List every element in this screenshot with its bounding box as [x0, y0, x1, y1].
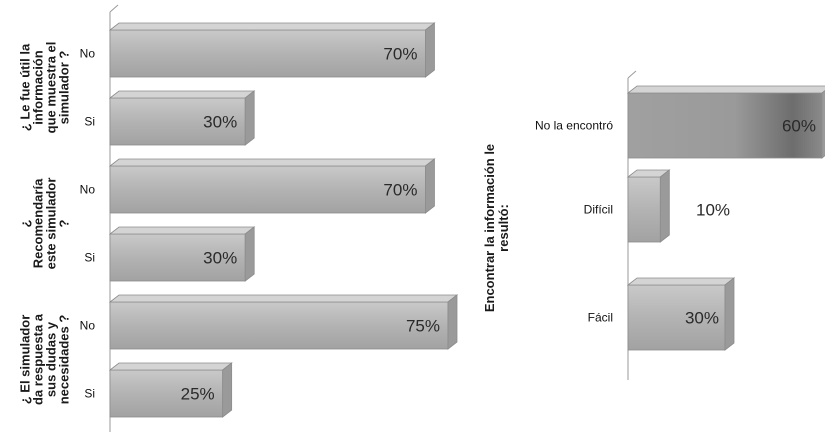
right-bar-2-category-label: Difícil [584, 203, 613, 217]
group-1-bar-no-top [108, 22, 436, 31]
group-3-bar-no-side [447, 294, 458, 350]
right-bar-2-value-label: 10% [696, 201, 730, 220]
right-bar-3-side [724, 277, 735, 351]
group-1-bar-si-category-label: Si [84, 115, 95, 129]
group-2-bar-no-value-label: 70% [383, 181, 417, 200]
group-1-question-line: que muestra el [44, 42, 59, 134]
group-2-bar-no-side [425, 158, 435, 214]
group-3-bar-si-front [109, 369, 224, 418]
group-2-bar-si-category-label: Si [84, 251, 95, 265]
group-2-bar-si-top [108, 226, 256, 235]
group-1-question-line: ¿ Le fue útil la [18, 43, 33, 131]
group-3-bar-si-category-label: Si [84, 387, 95, 401]
right-bar-3 [626, 277, 736, 351]
group-2-question-line: ? [57, 219, 72, 227]
right-bar-3-front [627, 284, 726, 351]
group-3-bar-no-value-label: 75% [406, 317, 440, 336]
right-bar-2-front [627, 176, 661, 243]
right-chart-title-line: Encontrar la información le [482, 144, 497, 312]
group-3-question-line: ¿ El simulador [18, 315, 33, 405]
group-2-bar-no [108, 158, 436, 214]
right-bar-3-category-label: Fácil [588, 311, 613, 325]
right-bar-2-side [659, 169, 670, 243]
right-bar-1-value-label: 60% [782, 117, 816, 136]
group-3-bar-si-value-label: 25% [181, 385, 215, 404]
right-bar-chart: Encontrar la información le resultó: No la… [482, 70, 825, 380]
group-3-bar-no [108, 294, 459, 350]
group-1-question-line: información [31, 50, 46, 124]
group-1-bar-si-side [244, 90, 255, 146]
right-chart-title: Encontrar la información le resultó: [482, 144, 511, 312]
right-bar-1-front [627, 92, 823, 159]
group-3-bar-si-top [108, 362, 233, 371]
right-bar-1-top [626, 85, 825, 94]
group-1-bar-no-value-label: 70% [383, 45, 417, 64]
group-1-bar-si-front [109, 97, 246, 146]
group-2-question-line: ¿ [18, 219, 33, 227]
group-1-bar-si [108, 90, 256, 146]
right-bar-3-value-label: 30% [685, 309, 719, 328]
group-3-bar-si [108, 362, 233, 418]
group-2-question-line: Recomendaría [31, 178, 46, 268]
group-2-bar-si-front [109, 233, 246, 282]
group-1-question-line: simulador ? [57, 51, 72, 125]
group-2-bar-no-front [109, 165, 426, 214]
right-bar-2 [626, 169, 671, 243]
group-3-question-line: sus dudas y [44, 321, 59, 397]
group-2-bar-si [108, 226, 256, 282]
group-2-bar-si-side [244, 226, 255, 282]
right-bar-1-side [821, 90, 825, 159]
right-bar-1-category-label: No la encontró [535, 119, 613, 133]
right-bar-1 [626, 85, 825, 159]
right-axis-depth [627, 70, 637, 79]
group-2-question-line: este simulador [44, 178, 59, 270]
group-1-bar-no-category-label: No [80, 47, 96, 61]
group-3-bar-no-front [109, 301, 449, 350]
group-2-bar-no-category-label: No [80, 183, 96, 197]
group-1-bar-si-top [108, 90, 256, 99]
group-1-bar-no-front [109, 29, 426, 78]
group-3-question-line: da respuesta a [31, 313, 46, 405]
group-2-bar-no-top [108, 158, 436, 167]
right-chart-title-line: resultó: [496, 204, 511, 252]
group-2-bar-si-value-label: 30% [203, 249, 237, 268]
group-1-bar-si-value-label: 30% [203, 113, 237, 132]
group-3-bar-no-top [108, 294, 459, 303]
group-1-bar-no [108, 22, 436, 78]
group-3-bar-si-side [222, 362, 233, 418]
group-1-bar-no-side [425, 22, 435, 78]
left-axis-depth [109, 4, 119, 13]
group-3-bar-no-category-label: No [80, 319, 96, 333]
right-bar-3-top [626, 277, 736, 286]
group-3-question-line: necesidades ? [57, 315, 72, 405]
